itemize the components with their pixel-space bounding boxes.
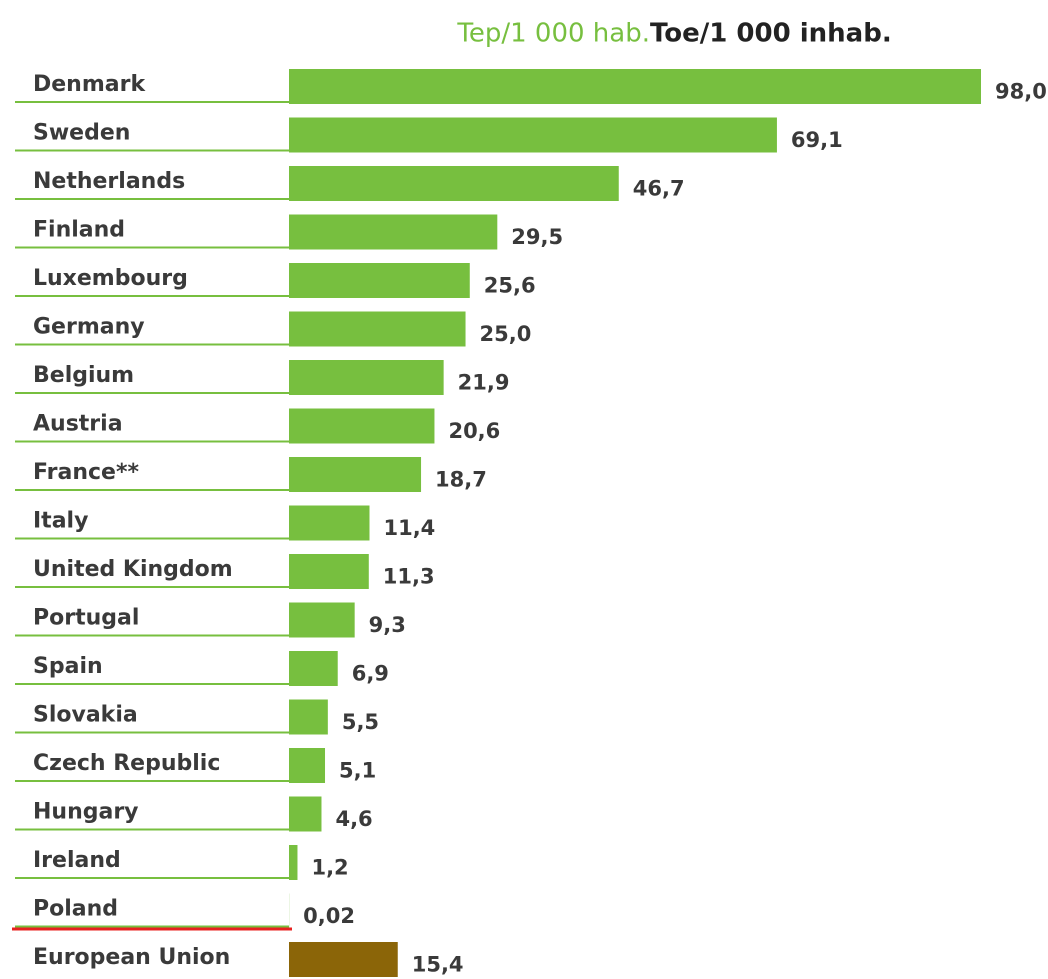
category-label: Netherlands — [33, 169, 185, 194]
value-label: 4,6 — [335, 807, 372, 831]
value-label: 20,6 — [448, 419, 500, 443]
value-label: 21,9 — [458, 371, 510, 395]
value-label: 9,3 — [369, 613, 406, 637]
category-label: Hungary — [33, 800, 139, 825]
bar — [289, 408, 435, 444]
category-label: European Union — [33, 945, 230, 970]
value-label: 18,7 — [435, 468, 487, 492]
value-label: 5,1 — [339, 759, 376, 783]
category-label: Spain — [33, 654, 103, 679]
value-label: 11,3 — [383, 565, 435, 589]
category-label: Belgium — [33, 363, 134, 388]
value-label: 6,9 — [352, 662, 389, 686]
bar — [289, 214, 498, 250]
value-label: 69,1 — [791, 128, 843, 152]
value-label: 1,2 — [311, 856, 348, 880]
category-label: Italy — [33, 509, 88, 534]
bar — [289, 69, 981, 104]
category-label: Ireland — [33, 848, 121, 873]
value-label: 29,5 — [511, 225, 563, 249]
bar — [289, 554, 369, 589]
bar — [289, 505, 370, 541]
bar — [289, 651, 338, 686]
category-label: Poland — [33, 897, 118, 922]
bar — [289, 942, 398, 977]
value-label: 0,02 — [303, 904, 355, 928]
category-label: Luxembourg — [33, 266, 188, 291]
category-label: Finland — [33, 218, 125, 243]
bar — [289, 699, 328, 735]
category-label: Germany — [33, 315, 145, 340]
value-label: 46,7 — [633, 177, 685, 201]
category-label: Czech Republic — [33, 751, 220, 776]
value-label: 11,4 — [383, 516, 435, 540]
category-label: Portugal — [33, 606, 139, 631]
value-label: 25,0 — [480, 322, 532, 346]
chart-subtitle: Toe/1 000 inhab. — [650, 19, 892, 49]
category-label: United Kingdom — [33, 557, 233, 582]
category-label: Slovakia — [33, 703, 138, 728]
bar — [289, 117, 777, 153]
bar — [289, 748, 326, 783]
value-label: 98,0 — [995, 80, 1047, 104]
category-label: France** — [33, 460, 139, 485]
category-label: Austria — [33, 412, 123, 437]
bar — [289, 166, 619, 201]
bar — [289, 845, 298, 880]
bar — [289, 311, 466, 347]
bar — [289, 796, 322, 832]
bar — [289, 360, 444, 395]
category-label: Denmark — [33, 72, 146, 97]
chart-title: Tep/1 000 hab. — [456, 19, 650, 49]
value-label: 5,5 — [342, 710, 379, 734]
category-label: Sweden — [33, 121, 130, 146]
bar — [289, 457, 422, 492]
bar — [289, 263, 470, 298]
bar — [289, 602, 355, 638]
value-label: 25,6 — [484, 274, 536, 298]
value-label: 15,4 — [412, 953, 464, 977]
